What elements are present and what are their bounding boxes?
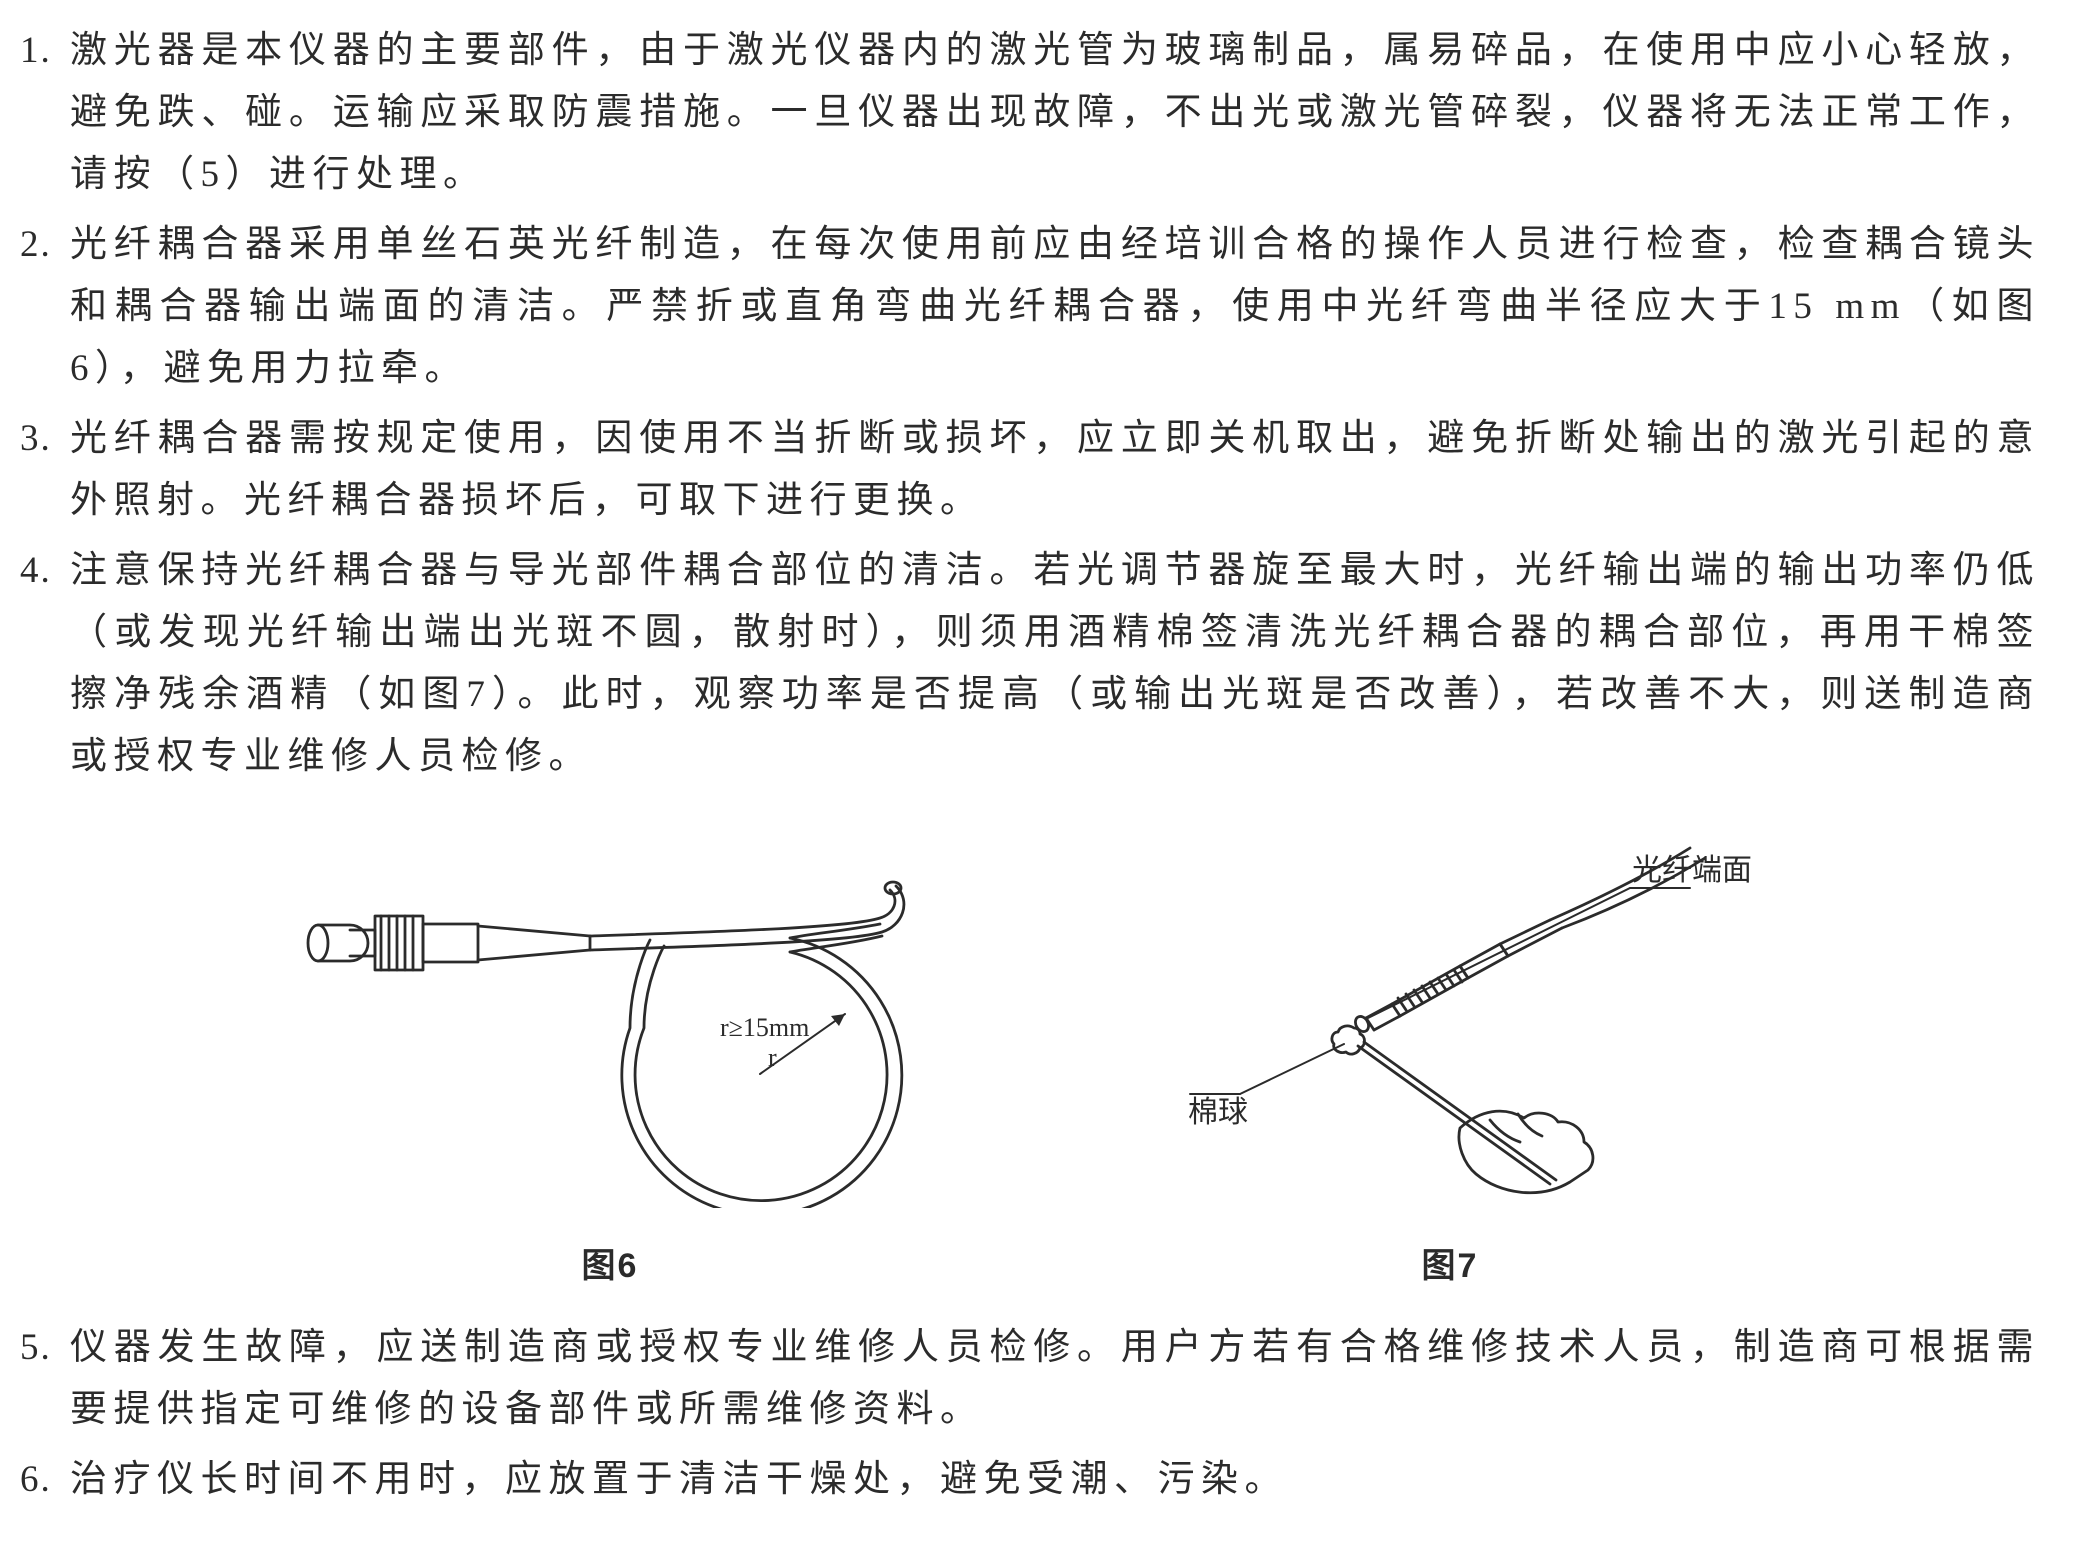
numbered-list: 1. 激光器是本仪器的主要部件，由于激光仪器内的激光管为玻璃制品，属易碎品，在使… xyxy=(20,20,2040,788)
list-text: 治疗仪长时间不用时，应放置于清洁干燥处，避免受潮、污染。 xyxy=(70,1449,1288,1511)
list-item: 3. 光纤耦合器需按规定使用，因使用不当折断或损坏，应立即关机取出，避免折断处输… xyxy=(20,408,2040,532)
list-number: 3. xyxy=(20,408,70,470)
list-text: 注意保持光纤耦合器与导光部件耦合部位的清洁。若光调节器旋至最大时，光纤输出端的输… xyxy=(70,540,2040,788)
list-item: 1. 激光器是本仪器的主要部件，由于激光仪器内的激光管为玻璃制品，属易碎品，在使… xyxy=(20,20,2040,206)
fig6-radius-symbol: r xyxy=(768,1043,777,1072)
figure-6: r≥15mm r 图6 xyxy=(290,828,930,1287)
figure-6-svg: r≥15mm r xyxy=(290,828,930,1208)
list-item: 4. 注意保持光纤耦合器与导光部件耦合部位的清洁。若光调节器旋至最大时，光纤输出… xyxy=(20,540,2040,788)
figure-6-caption: 图6 xyxy=(582,1238,639,1287)
list-item: 2. 光纤耦合器采用单丝石英光纤制造，在每次使用前应由经培训合格的操作人员进行检… xyxy=(20,214,2040,400)
fig7-endface-label: 光纤端面 xyxy=(1632,854,1752,887)
figure-7-svg: 光纤端面 棉球 xyxy=(1130,828,1770,1208)
list-text: 激光器是本仪器的主要部件，由于激光仪器内的激光管为玻璃制品，属易碎品，在使用中应… xyxy=(70,20,2040,206)
list-item: 6. 治疗仪长时间不用时，应放置于清洁干燥处，避免受潮、污染。 xyxy=(20,1449,2040,1511)
figures-row: r≥15mm r 图6 xyxy=(20,828,2040,1287)
numbered-list-cont: 5. 仪器发生故障，应送制造商或授权专业维修人员检修。用户方若有合格维修技术人员… xyxy=(20,1317,2040,1511)
list-number: 2. xyxy=(20,214,70,276)
list-number: 6. xyxy=(20,1449,70,1511)
list-text: 光纤耦合器采用单丝石英光纤制造，在每次使用前应由经培训合格的操作人员进行检查，检… xyxy=(70,214,2040,400)
figure-7: 光纤端面 棉球 图7 xyxy=(1130,828,1770,1287)
fig7-cotton-label: 棉球 xyxy=(1188,1096,1248,1129)
list-text: 仪器发生故障，应送制造商或授权专业维修人员检修。用户方若有合格维修技术人员，制造… xyxy=(70,1317,2040,1441)
list-number: 5. xyxy=(20,1317,70,1379)
list-item: 5. 仪器发生故障，应送制造商或授权专业维修人员检修。用户方若有合格维修技术人员… xyxy=(20,1317,2040,1441)
list-number: 1. xyxy=(20,20,70,82)
list-text: 光纤耦合器需按规定使用，因使用不当折断或损坏，应立即关机取出，避免折断处输出的激… xyxy=(70,408,2040,532)
fig6-radius-label: r≥15mm xyxy=(720,1013,809,1042)
list-number: 4. xyxy=(20,540,70,602)
figure-7-caption: 图7 xyxy=(1422,1238,1479,1287)
